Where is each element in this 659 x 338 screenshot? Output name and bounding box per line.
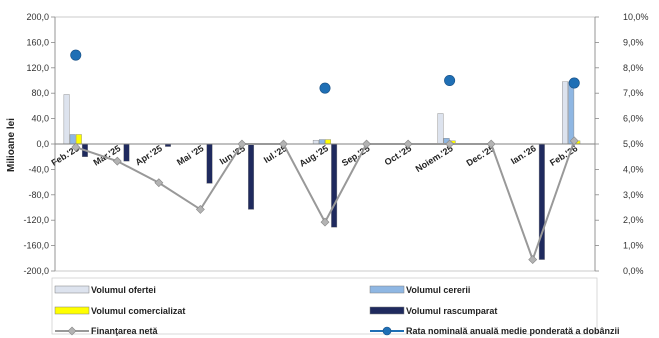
left-tick-label: 40,0 (31, 114, 49, 124)
net-financing-marker (71, 142, 81, 152)
left-tick-label: -160,0 (23, 241, 49, 251)
bar-volumul-ofertei (312, 139, 319, 145)
left-tick-label: -200,0 (23, 266, 49, 276)
legend-label: Volumul rascumparat (406, 306, 497, 316)
right-tick-label: 5,0% (623, 139, 644, 149)
bar-volumul-rascumparat (248, 143, 255, 210)
right-tick-label: 10,0% (623, 12, 649, 22)
bar-volumul-rascumparat (206, 143, 213, 184)
legend-label: Volumul comercializat (91, 306, 185, 316)
left-tick-label: 0,0 (36, 139, 49, 149)
bar-volumul-rascumparat (331, 143, 338, 228)
right-tick-label: 4,0% (623, 164, 644, 174)
legend-label: Finanţarea netă (91, 326, 159, 336)
legend-label: Volumul ofertei (91, 285, 156, 295)
left-tick-label: -80,0 (28, 190, 49, 200)
net-financing-marker (112, 156, 122, 166)
bar-volumul-ofertei (437, 113, 444, 145)
left-tick-label: -40,0 (28, 164, 49, 174)
left-tick-label: 200,0 (26, 12, 49, 22)
right-tick-label: 2,0% (623, 215, 644, 225)
y-axis-title: Milioane lei (6, 118, 17, 172)
right-tick-label: 7,0% (623, 88, 644, 98)
right-tick-label: 9,0% (623, 37, 644, 47)
legend-swatch (54, 285, 90, 294)
interest-rate-point (70, 49, 82, 61)
legend-swatch (369, 285, 405, 294)
bar-volumul-comercializat (75, 134, 82, 145)
legend-swatch (54, 306, 90, 315)
bar-volumul-rascumparat (123, 143, 130, 162)
net-financing-marker (486, 139, 496, 149)
interest-rate-point (444, 75, 456, 87)
right-tick-label: 8,0% (623, 63, 644, 73)
net-financing-marker (195, 204, 205, 214)
interest-rate-point (319, 82, 331, 94)
net-financing-marker (320, 217, 330, 227)
left-tick-label: 120,0 (26, 63, 49, 73)
bar-volumul-cererii (69, 134, 76, 145)
legend-label: Rata nominală anuală medie ponderată a d… (406, 326, 620, 336)
left-tick-label: -120,0 (23, 215, 49, 225)
right-axis: 10,0% 9,0% 8,0% 7,0% 6,0% 5,0% 4,0% 3,0% 2,0% 1,0… (594, 12, 649, 276)
bar-volumul-rascumparat (538, 143, 545, 260)
right-tick-label: 1,0% (623, 241, 644, 251)
legend-label: Volumul cererii (406, 285, 470, 295)
legend-marker-swatch (67, 326, 77, 336)
right-tick-label: 3,0% (623, 190, 644, 200)
net-financing-marker (362, 139, 371, 149)
right-tick-label: 0,0% (623, 266, 644, 276)
net-financing-marker (154, 178, 164, 188)
net-financing-marker (279, 139, 288, 149)
net-financing-marker (445, 139, 455, 149)
interest-rate-point (568, 77, 580, 89)
bar-volumul-comercializat (325, 139, 331, 145)
bar-volumul-cererii (568, 81, 575, 145)
legend-marker-swatch (382, 326, 392, 336)
left-axis: 200,0 160,0 120,0 80,0 40,0 0,0 -40,0 -80,0 -120… (23, 12, 56, 276)
net-financing-marker (569, 136, 579, 146)
bar-volumul-ofertei (63, 94, 70, 145)
legend-frame (51, 277, 598, 335)
net-financing-marker (528, 255, 538, 264)
left-tick-label: 80,0 (31, 88, 49, 98)
left-tick-label: 160,0 (26, 37, 49, 47)
bar-volumul-ofertei (562, 81, 569, 145)
legend: Volumul ofertei Volumul cererii Volumul co… (51, 277, 620, 336)
right-tick-label: 6,0% (623, 114, 644, 124)
legend-swatch (369, 306, 405, 315)
net-financing-marker (403, 139, 413, 149)
net-financing-marker (237, 139, 247, 149)
